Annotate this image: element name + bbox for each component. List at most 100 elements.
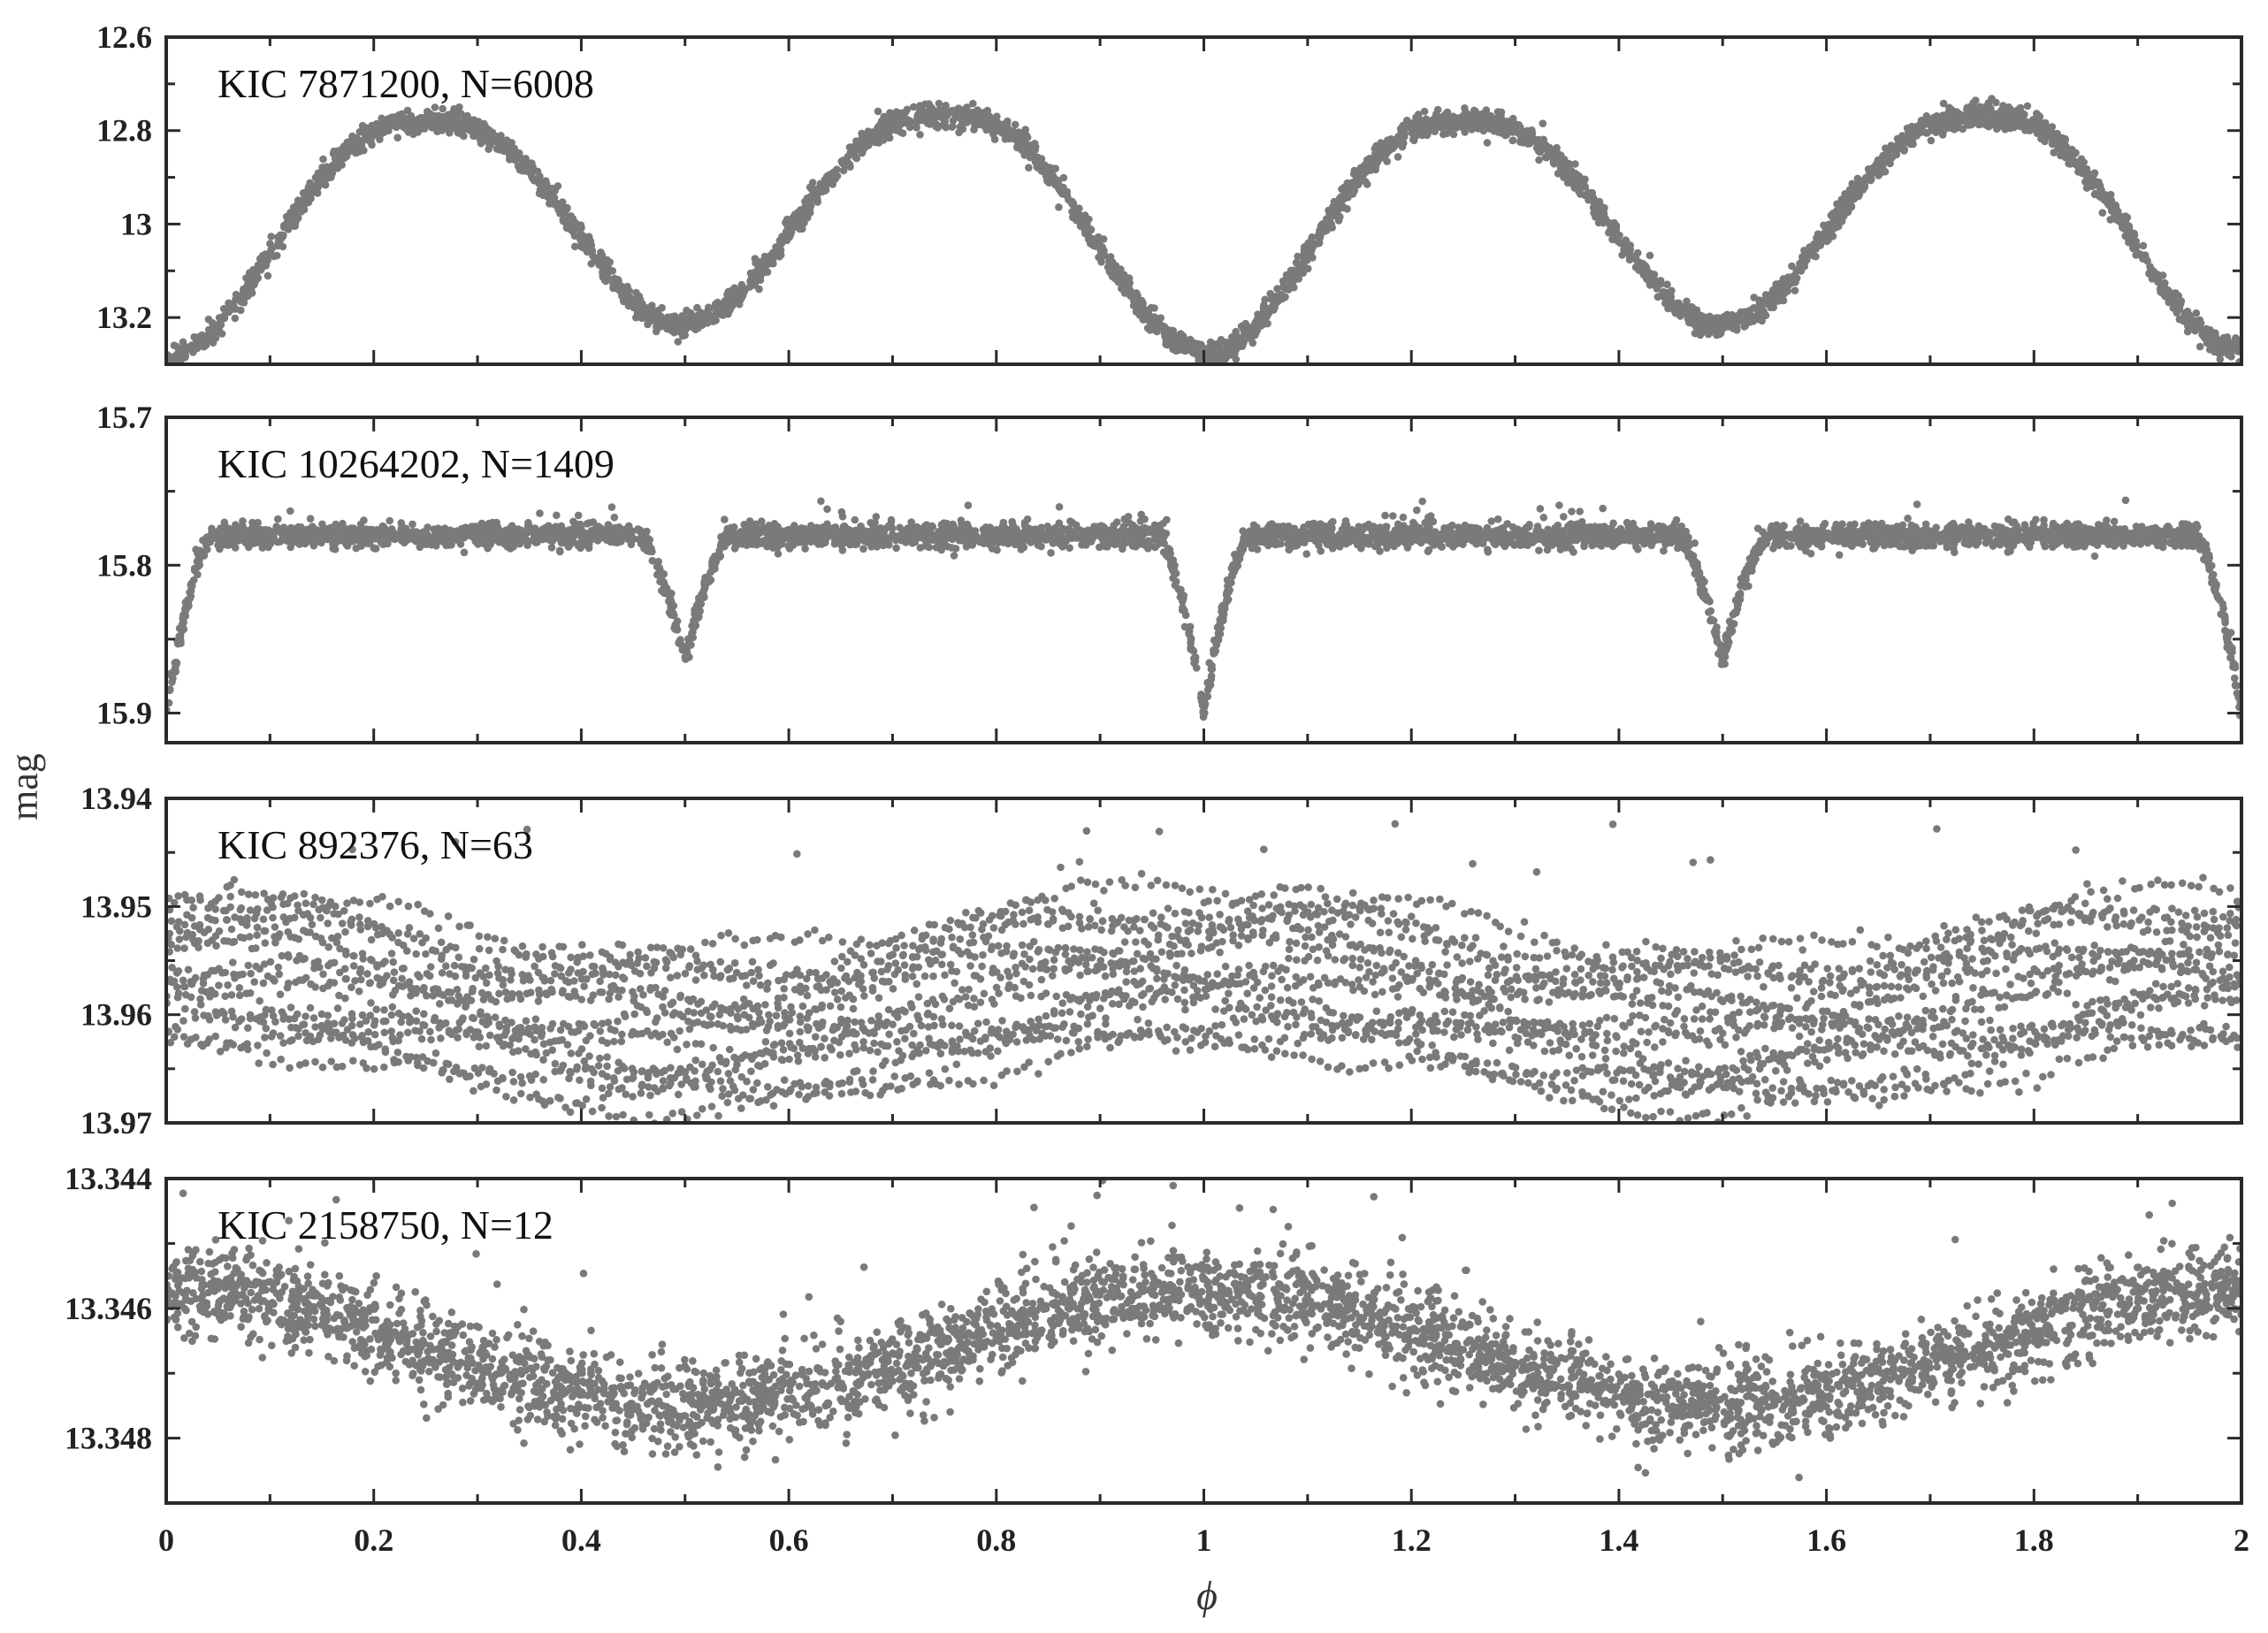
data-point: [690, 321, 698, 330]
data-point: [950, 552, 958, 560]
data-point: [1598, 211, 1607, 220]
data-point: [1992, 98, 2000, 107]
data-point: [693, 303, 701, 312]
data-point: [2080, 158, 2088, 166]
data-point: [1959, 125, 1966, 134]
data-point: [1412, 113, 1420, 122]
data-point: [2091, 189, 2100, 198]
data-point: [727, 288, 736, 296]
data-point: [1585, 188, 1593, 197]
data-point: [896, 523, 904, 532]
data-point: [279, 231, 287, 240]
data-point: [1388, 144, 1397, 153]
data-point: [371, 125, 379, 134]
data-point: [1232, 346, 1240, 355]
data-point: [958, 125, 967, 134]
data-point: [796, 225, 804, 233]
data-point: [1589, 203, 1598, 212]
data-point: [1814, 238, 1821, 247]
data-point: [172, 350, 181, 359]
data-point: [586, 248, 594, 256]
data-point: [990, 135, 999, 143]
data-point: [1459, 111, 1468, 120]
data-point: [993, 118, 1002, 126]
data-point: [2150, 268, 2158, 276]
data-point: [1581, 175, 1589, 184]
data-point: [1362, 168, 1370, 176]
data-point: [1011, 120, 1019, 129]
data-point: [677, 314, 686, 322]
data-point: [1068, 200, 1077, 209]
data-point: [215, 325, 223, 334]
data-point: [1135, 305, 1143, 313]
data-point: [1291, 268, 1299, 276]
data-point: [970, 126, 978, 134]
data-point: [964, 115, 973, 124]
data-point: [1292, 258, 1301, 267]
data-point: [615, 286, 623, 294]
data-point: [1075, 216, 1084, 225]
data-point: [874, 107, 882, 116]
data-point: [457, 126, 466, 134]
data-point: [1886, 145, 1895, 154]
data-point: [291, 222, 300, 230]
data-point: [1745, 307, 1753, 316]
data-point: [1821, 225, 1830, 234]
scatter-points: [166, 95, 2241, 364]
data-point: [1917, 117, 1926, 125]
data-point: [1560, 173, 1568, 181]
data-point: [1483, 139, 1492, 147]
data-point: [1042, 164, 1050, 172]
data-point: [399, 116, 407, 125]
data-point: [1431, 127, 1439, 135]
data-point: [409, 118, 417, 126]
data-point: [2068, 152, 2076, 161]
data-point: [499, 137, 508, 145]
data-point: [853, 145, 861, 154]
data-point: [1638, 266, 1646, 275]
data-point: [1713, 331, 1721, 340]
data-point: [2132, 237, 2141, 246]
data-point: [1332, 212, 1340, 220]
data-point: [1934, 118, 1942, 126]
data-point: [796, 217, 805, 225]
data-point: [2041, 137, 2049, 146]
data-point: [1105, 257, 1114, 266]
data-point: [1259, 307, 1268, 315]
data-point: [1650, 275, 1659, 284]
data-point: [1097, 242, 1105, 251]
data-point: [1939, 99, 1948, 108]
data-point: [516, 162, 525, 171]
data-point: [1513, 128, 1522, 136]
data-point: [1810, 252, 1818, 260]
data-point: [899, 111, 907, 120]
data-point: [1447, 125, 1455, 133]
data-point: [1683, 297, 1691, 306]
data-point: [1796, 517, 1805, 525]
data-point: [447, 124, 455, 133]
data-point: [1550, 159, 1558, 168]
data-point: [495, 142, 503, 151]
data-point: [1394, 153, 1402, 161]
data-point: [508, 139, 515, 147]
data-point: [963, 103, 971, 111]
data-point: [542, 189, 550, 198]
data-point: [1973, 115, 1981, 124]
data-point: [783, 215, 791, 224]
data-point: [217, 318, 225, 327]
data-point: [1144, 316, 1152, 324]
data-point: [1424, 120, 1432, 129]
data-point: [1984, 107, 1992, 116]
data-point: [283, 220, 292, 228]
data-point: [1495, 127, 1503, 136]
data-point: [1553, 143, 1561, 152]
data-point: [481, 123, 490, 131]
data-point: [354, 135, 362, 143]
data-point: [804, 208, 812, 217]
data-point: [2158, 271, 2167, 279]
data-point: [1114, 278, 1123, 286]
data-point: [1418, 131, 1426, 140]
data-point: [1719, 315, 1728, 324]
data-point: [2107, 207, 2116, 215]
data-point: [528, 174, 537, 182]
